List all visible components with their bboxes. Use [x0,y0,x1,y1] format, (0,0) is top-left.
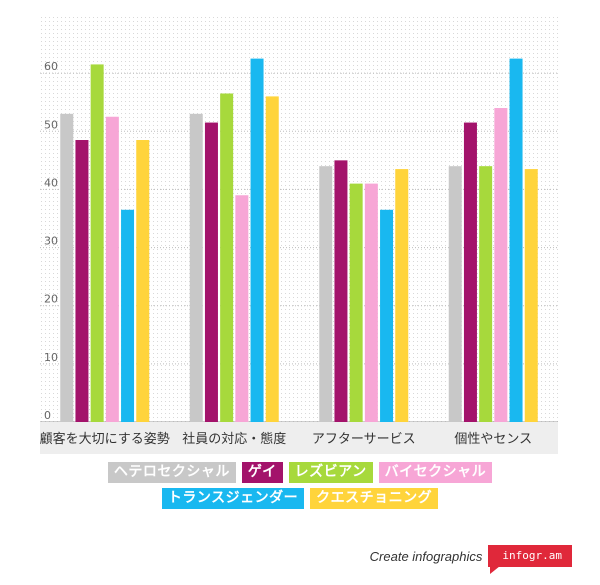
bar [494,108,508,423]
legend-item-transgender: トランスジェンダー [161,488,305,509]
create-infographics-link[interactable]: Create infographics [369,548,483,564]
category-band [40,422,558,454]
y-tick-label: 40 [44,176,58,189]
legend-row: トランスジェンダー クエスチョニング [161,488,439,509]
x-tick-label: 社員の対応・態度 [182,431,286,447]
bar [463,122,477,423]
x-tick-label: アフターサービス [312,432,416,447]
bar [250,58,264,422]
legend-item-lesbian: レズビアン [288,462,373,483]
x-axis-labels: 顧客を大切にする姿勢 社員の対応・態度 アフターサービス 個性やセンス [40,431,532,447]
bar [380,209,394,422]
bar [75,140,89,422]
bar [204,122,218,423]
bar [349,183,363,422]
footer: Create infographics infogr.am [369,545,572,574]
legend-item-bisexual: バイセクシャル [378,462,493,483]
y-tick-label: 30 [44,235,58,248]
bar [364,183,378,422]
y-tick-label: 50 [44,118,58,131]
bar [90,64,104,423]
bar [189,113,203,422]
bar-chart: 0 10 20 30 40 50 60 顧客を大切にする姿勢 社員の対応・態度 アフターサービス… [40,15,558,454]
y-tick-label: 20 [44,293,58,306]
brand-logo[interactable]: infogr.am [488,545,572,574]
bar [448,166,462,422]
x-tick-label: 顧客を大切にする姿勢 [40,431,170,447]
bar [334,160,348,422]
bar [479,166,493,422]
x-tick-label: 個性やセンス [454,432,532,447]
bar [121,209,135,422]
y-tick-label: 10 [44,351,58,364]
bar [265,96,279,423]
y-tick-label: 60 [44,60,58,73]
bar [60,113,74,422]
bar [524,169,538,422]
bar [509,58,523,422]
y-tick-label: 0 [44,409,51,422]
bar [220,93,234,422]
y-axis-ticks: 0 10 20 30 40 50 60 [44,60,58,422]
bar [136,140,150,422]
bar [105,116,119,422]
bar [319,166,333,422]
bar [235,195,249,422]
bar [395,169,409,422]
legend-item-gay: ゲイ [241,462,283,483]
legend-item-questioning: クエスチョニング [310,488,439,509]
legend-row: ヘテロセクシャル ゲイ レズビアン バイセクシャル [107,462,493,483]
legend-item-heterosexual: ヘテロセクシャル [107,462,236,483]
bars [60,58,538,423]
legend: ヘテロセクシャル ゲイ レズビアン バイセクシャル トランスジェンダー クエスチ… [40,462,560,509]
